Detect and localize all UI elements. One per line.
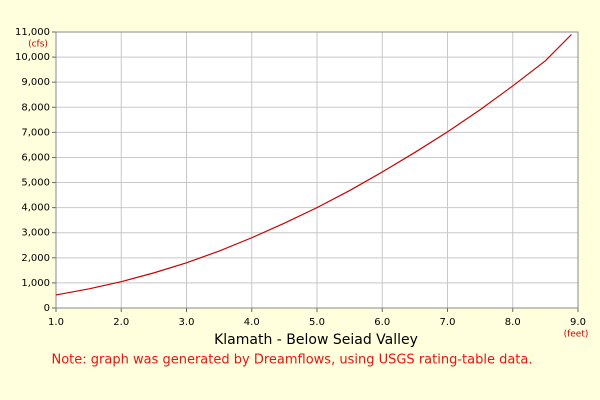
y-tick-label: 11,000	[15, 27, 50, 38]
y-tick-label: 6,000	[21, 152, 50, 163]
x-tick-label: 6.0	[374, 317, 390, 328]
y-tick-label: 4,000	[21, 203, 50, 214]
chart-title: Klamath - Below Seiad Valley	[214, 332, 418, 348]
y-tick-label: 9,000	[21, 77, 50, 88]
y-tick-label: 10,000	[15, 52, 50, 63]
note: Note: graph was generated by Dreamflows,…	[52, 353, 533, 368]
y-tick-label: 8,000	[21, 102, 50, 113]
plot-border	[55, 31, 579, 309]
x-tick-label: 8.0	[505, 317, 521, 328]
x-tick-label: 5.0	[309, 317, 325, 328]
y-tick-label: 0	[44, 303, 50, 314]
y-unit: (cfs)	[28, 40, 48, 50]
x-tick-label: 3.0	[179, 317, 195, 328]
y-tick-label: 1,000	[21, 278, 50, 289]
line-series	[55, 34, 572, 296]
x-unit: (feet)	[564, 330, 589, 340]
y-tick-label: 5,000	[21, 178, 50, 189]
x-tick-label: 4.0	[244, 317, 260, 328]
y-tick-label: 2,000	[21, 253, 50, 264]
x-tick-label: 9.0	[570, 317, 586, 328]
x-tick-label: 7.0	[440, 317, 456, 328]
y-tick-label: 3,000	[21, 228, 50, 239]
x-tick-label: 2.0	[113, 317, 129, 328]
y-tick-label: 7,000	[21, 127, 50, 138]
x-tick-label: 1.0	[48, 317, 64, 328]
